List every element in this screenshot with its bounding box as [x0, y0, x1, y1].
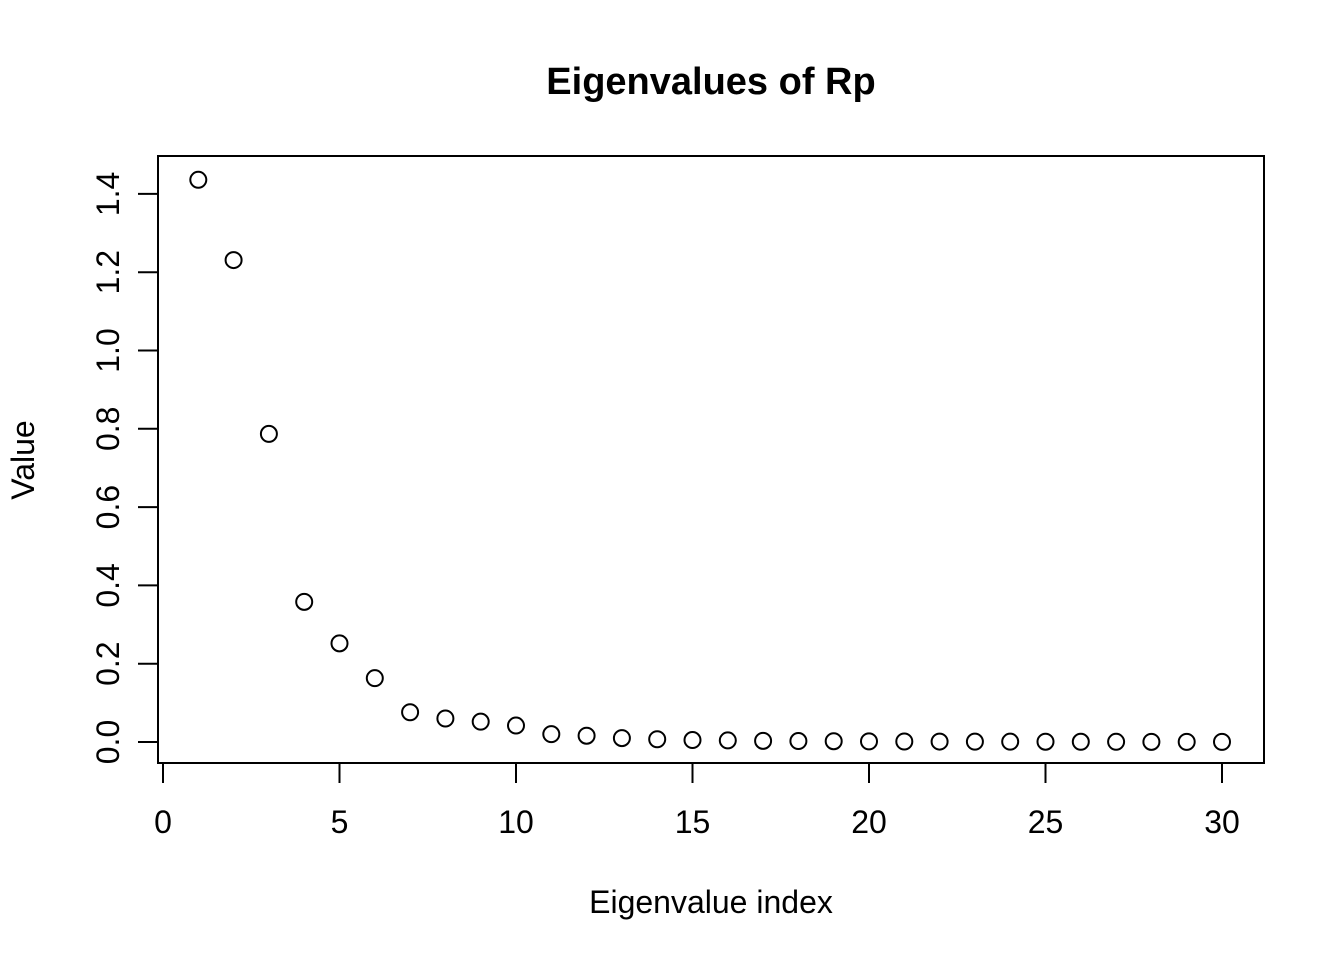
eigenvalue-point: [1142, 732, 1161, 751]
eigenvalue-point: [1107, 732, 1126, 751]
y-axis-ticks: 0.0 0.2 0.4 0.6 0.8 1.0 1.2 1.4: [90, 172, 158, 764]
eigenvalue-point: [401, 703, 420, 722]
y-tick-label: 1.4: [90, 172, 126, 216]
plot-box: [157, 155, 1265, 764]
eigenvalue-point: [930, 732, 949, 751]
data-points: [189, 170, 1231, 751]
eigenvalue-point: [471, 712, 490, 731]
eigenvalue-point: [824, 732, 843, 751]
eigenvalue-point: [542, 725, 561, 744]
y-tick-label: 1.0: [90, 328, 126, 372]
eigenvalue-point: [718, 731, 737, 750]
y-tick-label: 1.2: [90, 250, 126, 294]
eigenvalue-point: [789, 732, 808, 751]
eigenvalue-point: [507, 716, 525, 735]
x-axis-ticks: 0 5 10 15 20 25 30: [154, 763, 1240, 840]
eigenvalue-point: [365, 669, 384, 688]
x-tick-label: 5: [331, 804, 349, 840]
eigenvalue-point: [577, 726, 596, 745]
eigenvalue-point: [648, 730, 667, 749]
eigenvalue-point: [189, 170, 208, 189]
eigenvalue-point: [965, 732, 984, 751]
eigenvalue-point: [259, 424, 278, 443]
y-tick-label: 0.2: [90, 641, 126, 685]
y-tick-label: 0.8: [90, 407, 126, 451]
chart-title: Eigenvalues of Rp: [546, 61, 875, 103]
eigenvalue-point: [754, 731, 773, 750]
eigenvalue-point: [683, 731, 702, 750]
eigenvalue-point: [330, 634, 349, 653]
eigenvalue-point: [1071, 732, 1090, 751]
eigenvalue-point: [1177, 732, 1196, 751]
eigenvalue-point: [1001, 732, 1020, 751]
eigenvalue-point: [295, 592, 314, 611]
x-tick-label: 20: [851, 804, 887, 840]
x-tick-label: 10: [498, 804, 534, 840]
y-tick-label: 0.4: [90, 563, 126, 607]
x-axis-title: Eigenvalue index: [589, 884, 833, 920]
x-tick-label: 25: [1028, 804, 1064, 840]
x-tick-label: 15: [675, 804, 711, 840]
x-tick-label: 30: [1204, 804, 1240, 840]
eigenvalue-point: [612, 729, 631, 748]
eigenvalue-point: [860, 732, 878, 751]
y-tick-label: 0.0: [90, 720, 126, 764]
eigenvalue-point: [1036, 732, 1055, 751]
y-tick-label: 0.6: [90, 485, 126, 529]
eigenvalue-point: [895, 732, 914, 751]
eigenvalue-point: [224, 251, 243, 270]
x-tick-label: 0: [154, 804, 172, 840]
eigenvalue-point: [1213, 732, 1231, 751]
eigenvalue-point: [436, 709, 455, 728]
y-axis-title: Value: [5, 420, 41, 499]
